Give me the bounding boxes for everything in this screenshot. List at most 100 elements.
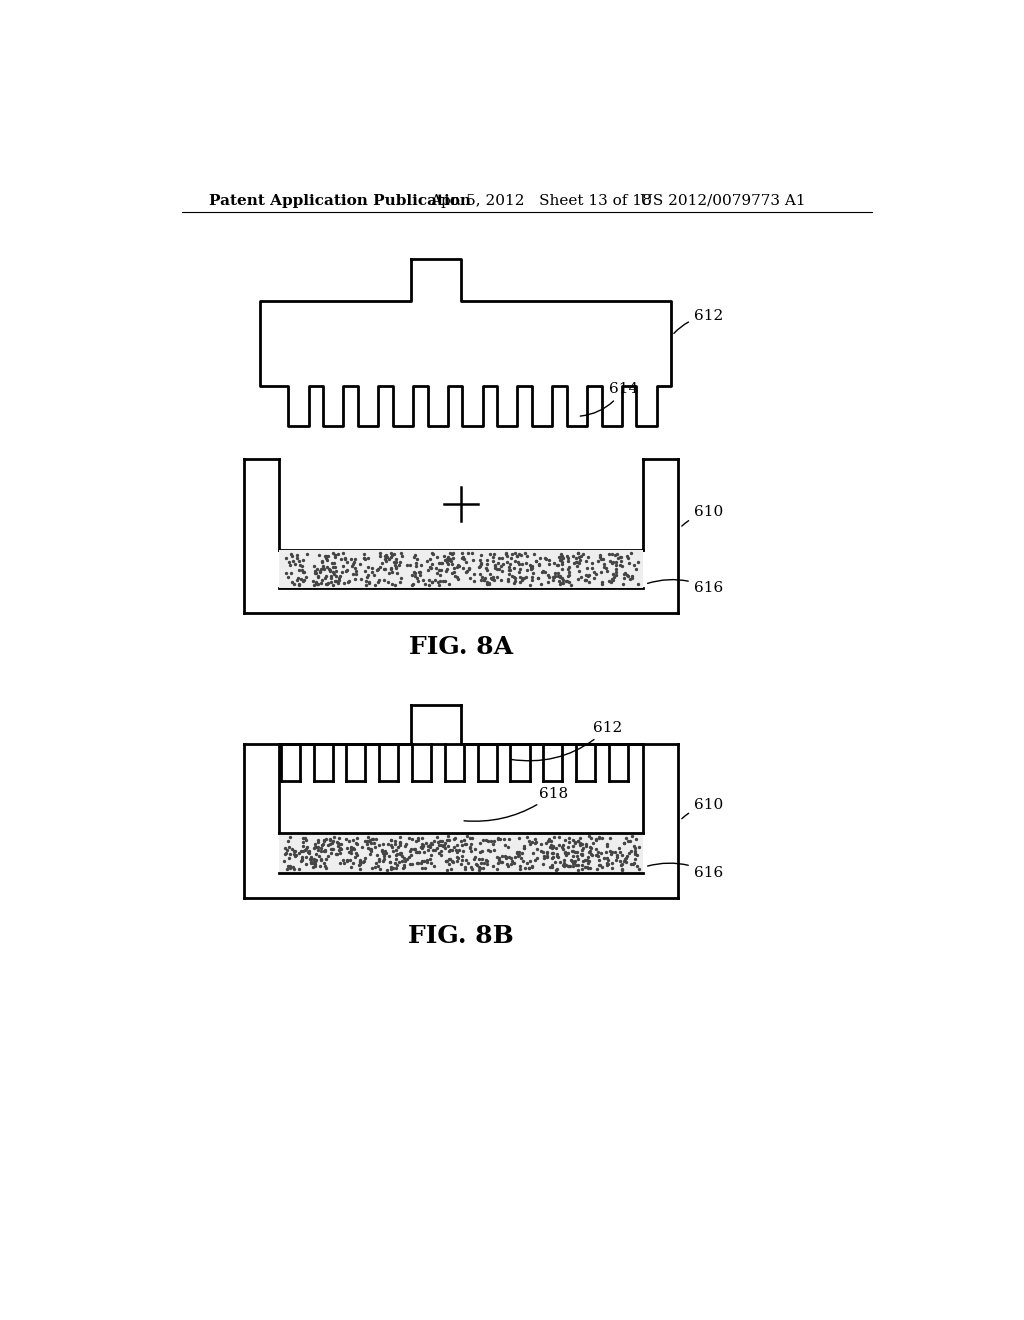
Point <box>336 853 352 874</box>
Point <box>521 833 538 854</box>
Point <box>509 545 525 566</box>
Point <box>307 843 324 865</box>
Point <box>530 554 547 576</box>
Point <box>438 850 455 871</box>
Point <box>369 845 385 866</box>
Point <box>472 832 488 853</box>
Point <box>285 857 301 878</box>
Point <box>410 548 426 569</box>
Point <box>299 837 315 858</box>
Point <box>296 570 312 591</box>
Point <box>327 556 343 577</box>
Point <box>545 837 561 858</box>
Point <box>343 549 359 570</box>
Point <box>584 558 600 579</box>
Point <box>476 853 493 874</box>
Point <box>456 557 472 578</box>
Point <box>529 838 546 859</box>
Point <box>340 572 356 593</box>
Point <box>584 845 600 866</box>
Point <box>484 855 501 876</box>
Point <box>326 564 342 585</box>
Point <box>332 843 348 865</box>
Point <box>323 568 339 589</box>
Point <box>430 842 446 863</box>
Point <box>478 574 495 595</box>
Point <box>392 842 409 863</box>
Point <box>462 836 478 857</box>
Point <box>284 838 300 859</box>
Point <box>581 572 597 593</box>
Point <box>540 830 556 851</box>
Point <box>478 849 495 870</box>
Point <box>499 854 515 875</box>
Point <box>593 842 609 863</box>
Point <box>512 572 528 593</box>
Point <box>561 572 578 593</box>
Point <box>458 850 474 871</box>
Point <box>608 558 625 579</box>
Point <box>609 845 626 866</box>
Point <box>578 833 594 854</box>
Point <box>388 557 404 578</box>
Point <box>461 557 477 578</box>
Point <box>386 574 402 595</box>
Point <box>417 573 433 594</box>
Point <box>403 853 420 874</box>
Point <box>314 557 331 578</box>
Point <box>400 828 417 849</box>
Point <box>476 569 493 590</box>
Point <box>425 830 441 851</box>
Point <box>474 841 490 862</box>
Point <box>446 837 463 858</box>
Point <box>524 855 541 876</box>
Point <box>291 560 307 581</box>
Point <box>295 561 311 582</box>
Point <box>351 851 368 873</box>
Point <box>330 572 346 593</box>
Point <box>502 553 518 574</box>
Point <box>522 574 539 595</box>
Point <box>479 553 496 574</box>
Point <box>367 857 383 878</box>
Point <box>571 546 588 568</box>
Point <box>386 833 402 854</box>
Point <box>380 572 396 593</box>
Text: 616: 616 <box>647 579 723 595</box>
Point <box>396 854 413 875</box>
Point <box>548 838 564 859</box>
Point <box>579 857 595 878</box>
Point <box>347 549 364 570</box>
Point <box>408 838 424 859</box>
Point <box>291 858 307 879</box>
Point <box>318 556 335 577</box>
Point <box>472 556 488 577</box>
Point <box>307 855 324 876</box>
Point <box>427 557 443 578</box>
Point <box>347 846 364 867</box>
Point <box>383 836 399 857</box>
Point <box>383 544 399 565</box>
Point <box>579 557 595 578</box>
Point <box>325 838 341 859</box>
Point <box>332 565 348 586</box>
Point <box>431 570 447 591</box>
Point <box>552 550 568 572</box>
Point <box>593 561 609 582</box>
Point <box>322 828 338 849</box>
Point <box>551 834 567 855</box>
Point <box>383 830 399 851</box>
Point <box>599 560 615 581</box>
Point <box>474 849 490 870</box>
Point <box>324 572 340 593</box>
Point <box>472 549 488 570</box>
Point <box>330 836 346 857</box>
Point <box>631 837 647 858</box>
Text: FIG. 8A: FIG. 8A <box>410 635 513 660</box>
Point <box>462 568 478 589</box>
Point <box>618 545 635 566</box>
Point <box>449 834 465 855</box>
Point <box>583 843 599 865</box>
Point <box>293 840 309 861</box>
Point <box>459 826 475 847</box>
